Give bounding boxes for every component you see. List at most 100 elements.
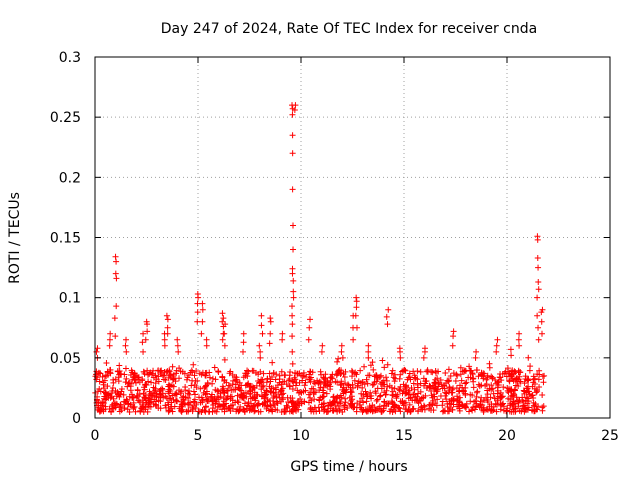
data-point — [514, 398, 521, 405]
data-point — [289, 321, 296, 328]
data-point — [286, 383, 293, 390]
data-point — [525, 404, 532, 411]
data-point — [251, 393, 258, 400]
data-point — [187, 369, 194, 376]
data-point — [417, 388, 424, 395]
data-point — [274, 407, 281, 414]
data-point — [381, 364, 388, 371]
data-point — [427, 383, 434, 390]
data-point — [493, 348, 500, 355]
data-point — [240, 374, 247, 381]
data-point — [518, 408, 525, 415]
data-point — [130, 404, 137, 411]
data-point — [538, 318, 545, 325]
data-point — [353, 408, 360, 415]
data-point — [97, 370, 104, 377]
data-point — [341, 373, 348, 380]
data-point — [189, 377, 196, 384]
grid — [95, 57, 610, 418]
data-point — [540, 403, 547, 410]
data-point — [535, 336, 542, 343]
data-point — [141, 394, 148, 401]
data-point — [368, 395, 375, 402]
data-point — [506, 408, 513, 415]
data-point — [407, 394, 414, 401]
data-point — [144, 328, 151, 335]
data-point — [393, 395, 400, 402]
data-point — [460, 387, 467, 394]
data-point — [258, 312, 265, 319]
data-point — [110, 395, 117, 402]
data-point — [169, 376, 176, 383]
data-point — [185, 394, 192, 401]
data-point — [145, 378, 152, 385]
x-tick-label: 25 — [601, 428, 619, 444]
data-point — [507, 346, 514, 353]
data-point — [252, 407, 259, 414]
data-point — [120, 391, 127, 398]
data-point — [522, 373, 529, 380]
data-point — [150, 367, 157, 374]
data-point — [369, 402, 376, 409]
data-point — [93, 348, 100, 355]
data-point — [421, 345, 428, 352]
data-point — [167, 371, 174, 378]
data-point — [420, 354, 427, 361]
data-point — [152, 385, 159, 392]
data-point — [243, 382, 250, 389]
data-point — [414, 393, 421, 400]
data-point — [209, 375, 216, 382]
data-point — [203, 342, 210, 349]
data-point — [417, 398, 424, 405]
data-point — [162, 376, 169, 383]
data-point — [205, 408, 212, 415]
data-point — [447, 372, 454, 379]
data-point — [445, 366, 452, 373]
data-point — [406, 373, 413, 380]
data-point — [539, 306, 546, 313]
data-point — [338, 378, 345, 385]
data-point — [450, 396, 457, 403]
data-point — [226, 404, 233, 411]
data-point — [406, 387, 413, 394]
chart-title: Day 247 of 2024, Rate Of TEC Index for r… — [161, 21, 537, 37]
data-point — [225, 382, 232, 389]
data-point — [338, 342, 345, 349]
data-point — [206, 374, 213, 381]
data-point — [301, 382, 308, 389]
data-point — [390, 404, 397, 411]
data-point — [520, 402, 527, 409]
data-point — [166, 368, 173, 375]
data-point — [396, 375, 403, 382]
data-point — [299, 373, 306, 380]
data-point — [509, 367, 516, 374]
data-point — [202, 370, 209, 377]
data-point — [322, 378, 329, 385]
data-point — [473, 348, 480, 355]
data-point — [445, 378, 452, 385]
data-point — [307, 316, 314, 323]
data-point — [365, 348, 372, 355]
data-point — [289, 360, 296, 367]
data-point — [534, 294, 541, 301]
data-point — [289, 303, 296, 310]
data-point — [219, 373, 226, 380]
data-point — [211, 364, 218, 371]
data-point — [164, 316, 171, 323]
data-point — [97, 402, 104, 409]
data-point — [307, 368, 314, 375]
data-point — [112, 253, 119, 260]
data-point — [351, 377, 358, 384]
data-point — [496, 374, 503, 381]
data-point — [207, 394, 214, 401]
data-point — [169, 408, 176, 415]
data-point — [305, 336, 312, 343]
data-point — [289, 186, 296, 193]
data-point — [410, 380, 417, 387]
data-point — [320, 384, 327, 391]
data-point — [272, 384, 279, 391]
data-point — [289, 348, 296, 355]
data-point — [234, 406, 241, 413]
data-point — [123, 348, 130, 355]
data-point — [396, 387, 403, 394]
